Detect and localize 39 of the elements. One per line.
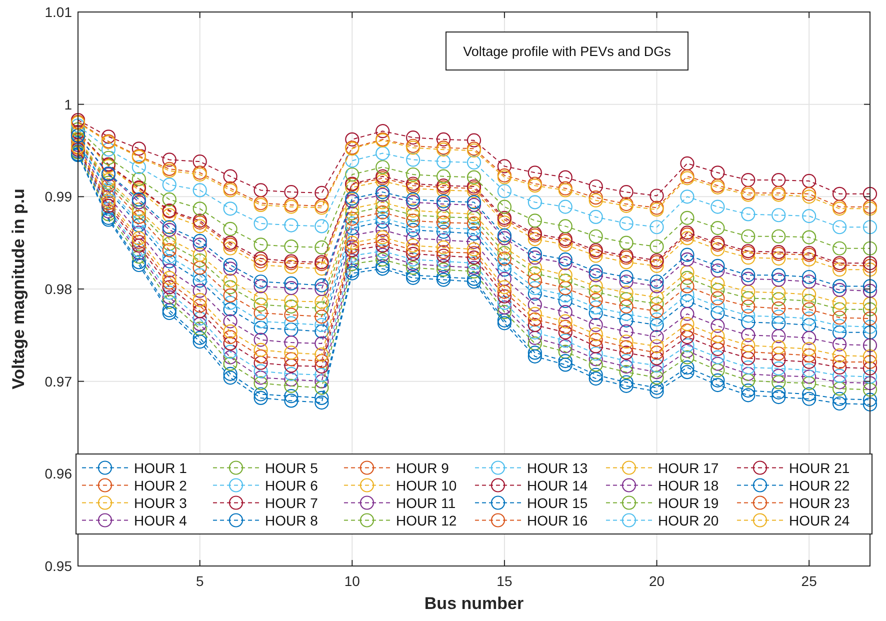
legend-label: HOUR 20 [658, 512, 719, 528]
text: Voltage profile with PEVs and DGs [463, 44, 672, 59]
y-tick-label: 0.98 [44, 281, 72, 297]
x-tick-label: 10 [344, 573, 360, 589]
legend-label: HOUR 24 [789, 512, 850, 528]
legend-label: HOUR 19 [658, 494, 719, 511]
legend-label: HOUR 2 [134, 477, 188, 494]
legend-label: HOUR 14 [527, 477, 588, 494]
legend-label: HOUR 9 [396, 460, 450, 476]
legend-label: HOUR 4 [134, 512, 188, 528]
x-tick-label: 25 [801, 573, 818, 589]
legend-label: HOUR 16 [527, 512, 588, 528]
legend-label: HOUR 5 [265, 460, 318, 476]
legend-label: HOUR 13 [527, 460, 588, 476]
y-tick-label: 0.96 [44, 466, 72, 482]
y-tick-label: 0.97 [44, 373, 72, 390]
y-tick-label: 1.01 [44, 4, 72, 20]
legend-label: HOUR 6 [265, 477, 318, 494]
x-tick-label: 15 [496, 573, 512, 589]
legend-label: HOUR 10 [396, 477, 457, 494]
legend-label: HOUR 22 [789, 477, 850, 494]
legend-label: HOUR 18 [658, 477, 719, 494]
legend-label: HOUR 8 [265, 512, 318, 528]
x-tick-label: 5 [196, 573, 204, 589]
legend-label: HOUR 3 [134, 494, 188, 511]
legend-label: HOUR 17 [658, 460, 719, 476]
legend-label: HOUR 7 [265, 494, 318, 511]
x-axis-title: Bus number [424, 594, 524, 613]
legend-label: HOUR 1 [134, 460, 188, 476]
legend-label: HOUR 23 [789, 494, 850, 511]
y-tick-label: 0.95 [44, 558, 72, 574]
legend-label: HOUR 12 [396, 512, 457, 528]
x-tick-label: 20 [648, 573, 665, 589]
legend-label: HOUR 21 [789, 460, 850, 476]
y-tick-label: 1 [64, 96, 72, 112]
legend-label: HOUR 11 [396, 494, 456, 511]
y-tick-label: 0.99 [44, 188, 72, 205]
y-axis-title: Voltage magnitude in p.u [9, 188, 28, 390]
legend-label: HOUR 15 [527, 494, 588, 511]
